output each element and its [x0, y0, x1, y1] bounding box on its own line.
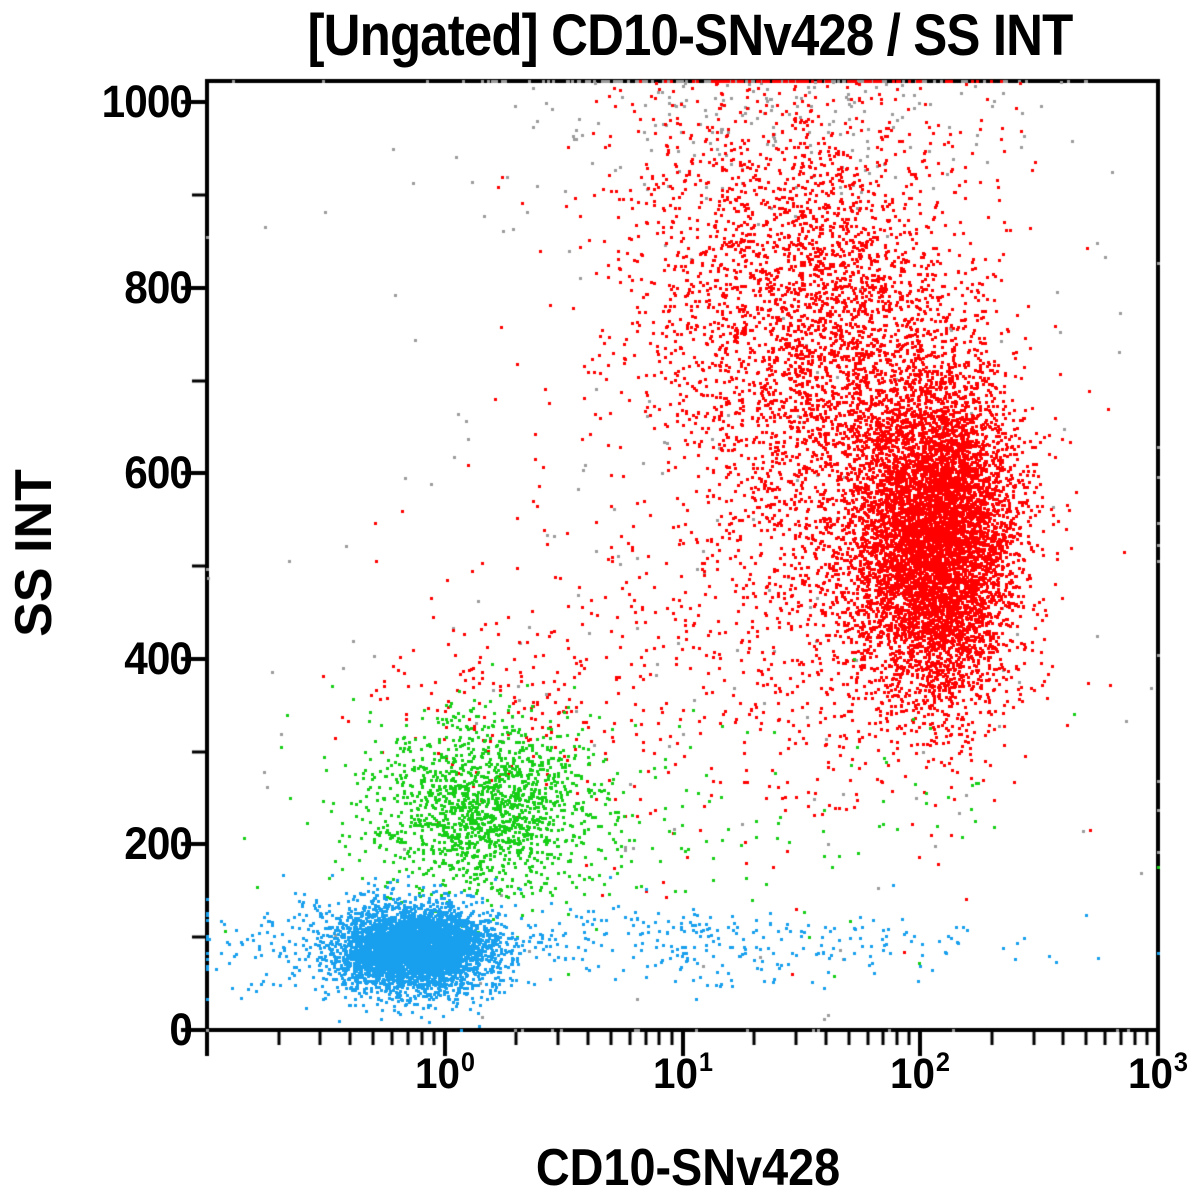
x-tick-label: 103 [1127, 1047, 1189, 1098]
y-tick-label: 800 [124, 261, 193, 313]
x-tick-label: 100 [414, 1047, 475, 1098]
plot-title: [Ungated] CD10-SNv428 / SS INT [307, 3, 1074, 68]
y-tick-label: 400 [124, 632, 193, 684]
y-tick-label: 0 [169, 1004, 193, 1055]
y-tick-label: 600 [124, 447, 193, 499]
x-tick-label: 101 [652, 1047, 713, 1098]
y-tick-label: 200 [124, 818, 193, 870]
x-axis-label: CD10-SNv428 [535, 1139, 841, 1197]
y-tick-label: 1000 [101, 76, 193, 128]
x-tick-label: 102 [890, 1047, 951, 1098]
